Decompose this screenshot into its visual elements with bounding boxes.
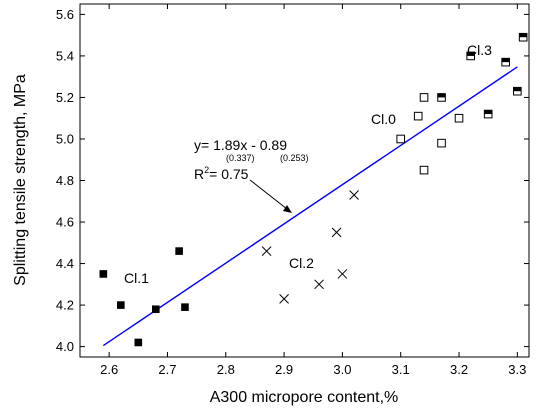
data-point-cl3 [513, 86, 522, 96]
data-point-cl3 [501, 57, 510, 67]
data-markers [99, 32, 528, 347]
x-tick-label: 2.9 [275, 362, 293, 377]
data-point-cl0 [396, 134, 406, 144]
data-point-cl3 [518, 32, 528, 42]
data-point-cl2 [337, 269, 348, 279]
cluster-label-cl1: Cl.1 [124, 270, 149, 286]
intercept-se-text: (0.253) [280, 153, 309, 163]
data-point-cl0 [454, 113, 464, 123]
y-tick-label: 4.0 [56, 339, 74, 354]
plot-area-frame [79, 3, 530, 358]
data-point-cl0 [419, 93, 429, 102]
data-point-cl2 [314, 279, 324, 290]
y-tick-label: 4.8 [56, 173, 74, 188]
marker-stroke [331, 227, 342, 238]
axis-ticks: 2.6 2.7 2.8 2.9 3.0 3.1 3.2 3.3 4.0 4.2 4.4 4.6 4.8 5… [56, 4, 529, 377]
marker-stroke [337, 269, 348, 279]
cluster-label-cl3: Cl.3 [467, 42, 492, 58]
x-tick-label: 2.6 [100, 362, 118, 377]
data-point-cl1 [181, 303, 189, 311]
data-point-cl2 [279, 294, 289, 304]
x-tick-label: 2.8 [217, 362, 235, 377]
x-tick-label: 3.0 [333, 362, 351, 377]
r-squared-text: R2= 0.75 [194, 165, 249, 182]
marker-fill [437, 93, 446, 98]
x-tick-label: 3.3 [508, 362, 526, 377]
marker-stroke [349, 190, 359, 200]
data-point-cl3 [437, 93, 446, 102]
y-tick-label: 5.2 [56, 90, 74, 105]
marker-stroke [279, 294, 289, 304]
x-tick-label: 3.1 [392, 362, 410, 377]
equation-text: y= 1.89x - 0.89 [194, 137, 287, 153]
marker-fill [466, 52, 475, 56]
slope-se-text: (0.337) [226, 153, 255, 163]
data-point-cl1 [117, 301, 125, 309]
annotation-arrowhead [283, 205, 292, 213]
cluster-label-cl0: Cl.0 [371, 111, 396, 127]
marker-fill [501, 58, 510, 63]
marker-fill [484, 110, 492, 115]
y-tick-label: 5.6 [56, 7, 74, 22]
annotation-arrow [249, 179, 288, 210]
y-tick-label: 4.6 [56, 215, 74, 230]
data-point-cl0 [419, 165, 429, 175]
fit-line-group [102, 66, 518, 347]
data-point-cl3 [483, 109, 493, 119]
marker-fill [519, 33, 527, 38]
y-tick-label: 4.2 [56, 298, 74, 313]
data-point-cl0 [413, 111, 423, 121]
y-tick-label: 5.0 [56, 131, 74, 146]
data-point-cl2 [331, 227, 342, 238]
data-point-cl1 [152, 305, 160, 314]
x-tick-label: 2.7 [158, 362, 176, 377]
x-axis-title: A300 micropore content,% [210, 389, 399, 406]
data-point-cl0 [437, 138, 446, 148]
marker-fill [513, 87, 522, 92]
marker-stroke [314, 279, 324, 290]
marker-stroke [261, 246, 272, 256]
data-point-cl1 [134, 338, 143, 347]
y-tick-label: 4.4 [56, 256, 74, 271]
data-point-cl2 [261, 246, 272, 256]
data-point-cl2 [349, 190, 359, 200]
cluster-label-cl2: Cl.2 [289, 255, 314, 271]
y-axis-title: Splitting tensile strength, MPa [12, 74, 29, 286]
y-tick-label: 5.4 [56, 48, 74, 63]
data-point-cl1 [99, 270, 108, 278]
data-point-cl1 [175, 247, 183, 255]
x-tick-label: 3.2 [450, 362, 468, 377]
data-point-cl3 [466, 51, 475, 61]
regression-line [102, 66, 518, 347]
